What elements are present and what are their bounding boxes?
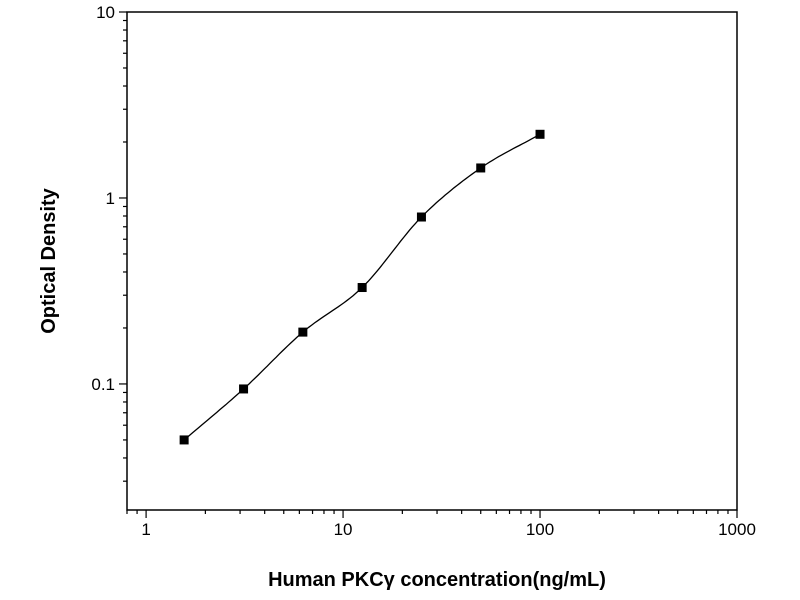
y-tick-label: 1 xyxy=(106,189,115,208)
data-point-marker xyxy=(298,327,308,337)
y-tick-label: 0.1 xyxy=(91,375,115,394)
x-tick-label: 1000 xyxy=(718,520,756,539)
x-tick-label: 10 xyxy=(334,520,353,539)
plot-frame xyxy=(126,11,738,511)
x-tick-label: 100 xyxy=(526,520,554,539)
axis-tick-labels: 1 10 100 1000 0.1 1 10 xyxy=(91,3,756,539)
data-point-marker xyxy=(179,435,189,445)
x-tick-label: 1 xyxy=(141,520,150,539)
axis-ticks xyxy=(119,11,738,518)
y-tick-label: 10 xyxy=(96,3,115,22)
y-axis-title: Optical Density xyxy=(38,187,60,333)
data-point-marker xyxy=(416,212,426,222)
data-points xyxy=(179,129,545,445)
plot-border xyxy=(126,11,738,511)
data-point-marker xyxy=(535,129,545,139)
data-point-marker xyxy=(476,163,486,173)
x-axis-title: Human PKCγ concentration(ng/mL) xyxy=(268,569,606,591)
data-point-marker xyxy=(357,283,367,293)
data-point-marker xyxy=(239,384,249,394)
